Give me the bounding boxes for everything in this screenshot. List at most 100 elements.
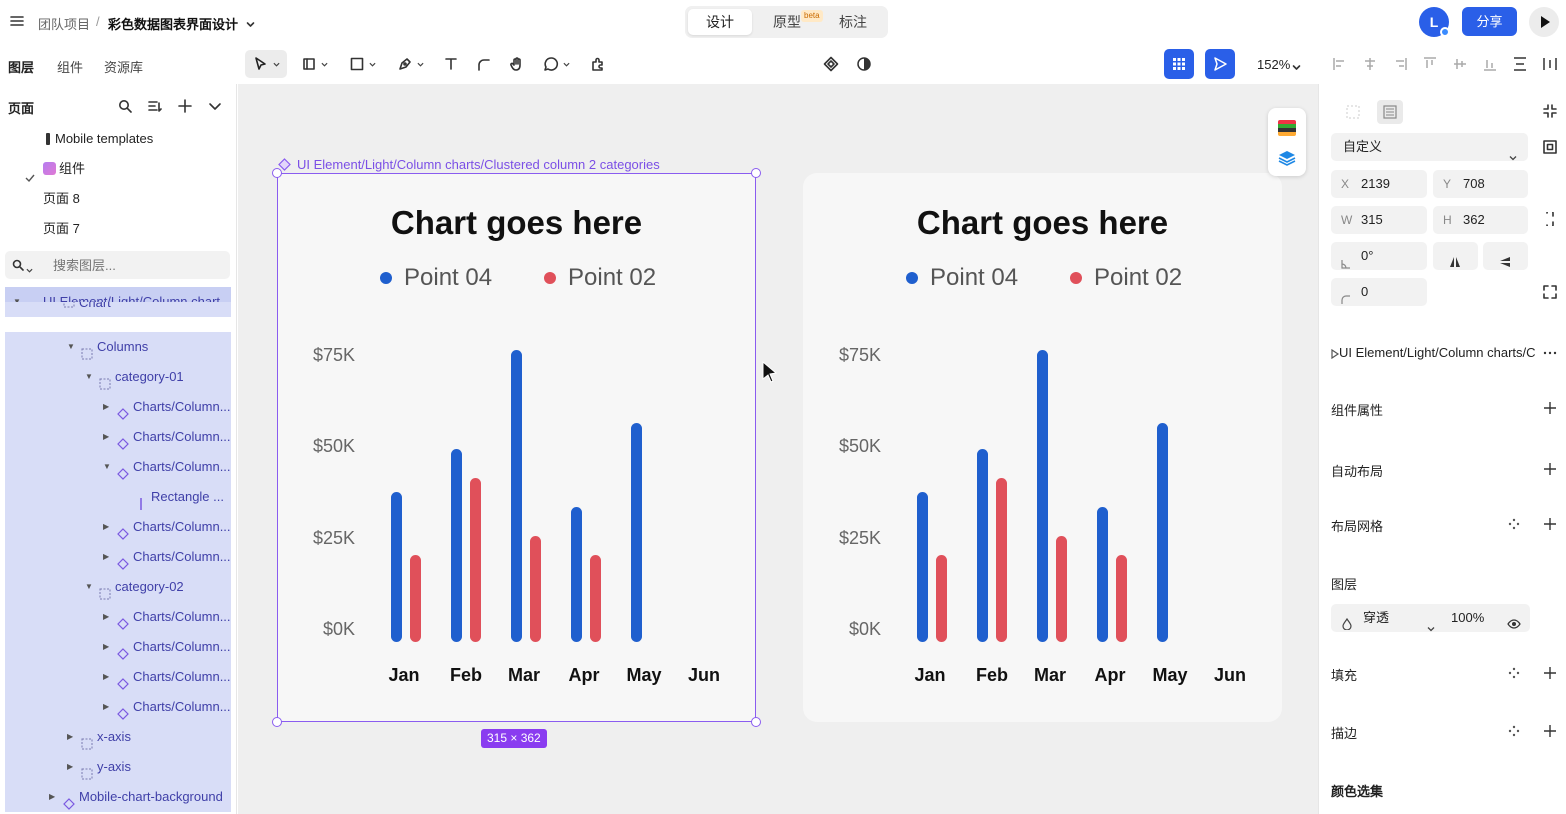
chart-frame-selected[interactable]: Chart goes here Point 04 Point 02 $75K $50K $… (277, 173, 756, 722)
add-stroke-icon[interactable] (1544, 725, 1556, 737)
layer-row[interactable]: ▶ Charts/Column... (5, 542, 231, 572)
layer-row[interactable]: ▶ y-axis (5, 752, 231, 782)
add-fill-icon[interactable] (1544, 667, 1556, 679)
distribute-vertical-icon[interactable] (1512, 56, 1528, 72)
bar-point-02[interactable] (470, 477, 481, 642)
layer-row[interactable]: ▶ x-axis (5, 722, 231, 752)
bar-point-02[interactable] (530, 536, 541, 642)
page-item-mobile-templates[interactable]: Mobile templates (0, 124, 237, 154)
align-right-icon[interactable] (1392, 56, 1408, 72)
align-center-v-icon[interactable] (1452, 56, 1468, 72)
chevron-down-icon[interactable] (246, 17, 255, 27)
align-left-icon[interactable] (1332, 56, 1348, 72)
tab-components[interactable]: 组件 (57, 60, 84, 75)
move-tool-button[interactable] (245, 50, 287, 78)
search-icon[interactable] (118, 99, 132, 113)
bar-point-04[interactable] (511, 350, 522, 642)
expanded-caret-icon[interactable]: ▼ (13, 287, 21, 317)
x-position-field[interactable]: X 2139 (1331, 170, 1427, 198)
flip-vertical-button[interactable] (1483, 242, 1528, 270)
collapsed-caret-icon[interactable]: ▶ (49, 792, 56, 801)
opacity-value[interactable]: 100% (1451, 610, 1485, 625)
bar-point-04[interactable] (1157, 423, 1168, 642)
frame-toggle[interactable] (1377, 100, 1403, 124)
rectangle-tool-button[interactable] (344, 50, 380, 78)
tab-layers[interactable]: 图层 (8, 60, 35, 75)
resize-handle-bottom-right[interactable] (751, 717, 761, 727)
bar-point-04[interactable] (1097, 507, 1108, 642)
collapsed-caret-icon[interactable]: ▶ (103, 672, 110, 681)
layer-search[interactable] (5, 251, 230, 279)
independent-corners-icon[interactable] (1543, 285, 1557, 299)
bar-point-02[interactable] (1116, 554, 1127, 642)
avatar[interactable]: L (1419, 7, 1449, 37)
expanded-caret-icon[interactable]: ▼ (85, 582, 93, 591)
bar-point-02[interactable] (410, 554, 421, 642)
tab-design[interactable]: 设计 (688, 9, 752, 35)
collapsed-caret-icon[interactable]: ▶ (103, 612, 110, 621)
hand-tool-button[interactable] (506, 50, 528, 78)
align-bottom-icon[interactable] (1482, 56, 1498, 72)
component-name[interactable]: UI Element/Light/Column charts/C (1339, 345, 1536, 360)
fixed-size-toggle[interactable] (1343, 102, 1363, 122)
layer-row[interactable]: ▶ Charts/Column... (5, 512, 231, 542)
layer-row[interactable]: ▶ Mobile-chart-background (5, 782, 231, 812)
mask-button[interactable] (853, 50, 875, 78)
chevron-down-icon[interactable] (1292, 60, 1301, 70)
menu-icon[interactable] (10, 14, 24, 28)
add-layout-grid-icon[interactable] (1544, 518, 1556, 530)
selection-label[interactable]: UI Element/Light/Column charts/Clustered… (297, 157, 660, 172)
rotation-field[interactable]: 0° (1331, 242, 1427, 270)
layer-row[interactable]: ▼Chart (5, 302, 231, 317)
bar-point-04[interactable] (571, 507, 582, 642)
collapsed-caret-icon[interactable]: ▶ (103, 432, 110, 441)
bar-point-04[interactable] (917, 492, 928, 642)
layer-row[interactable]: ▼ category-02 (5, 572, 231, 602)
resize-handle-bottom-left[interactable] (272, 717, 282, 727)
layer-row[interactable]: ▶ Charts/Column... (5, 662, 231, 692)
blend-mode-field[interactable]: 穿透 100% (1331, 604, 1530, 632)
add-auto-layout-icon[interactable] (1544, 463, 1556, 475)
collapsed-caret-icon[interactable]: ▶ (67, 762, 74, 771)
styles-icon[interactable] (1508, 518, 1520, 530)
layer-row[interactable]: ▶ Charts/Column... (5, 602, 231, 632)
bar-point-04[interactable] (977, 448, 988, 642)
create-component-button[interactable] (820, 50, 842, 78)
align-center-h-icon[interactable] (1362, 56, 1378, 72)
breadcrumb-team[interactable]: 团队项目 (38, 17, 91, 32)
grid-view-button[interactable] (1164, 49, 1194, 79)
collapsed-caret-icon[interactable]: ▶ (103, 552, 110, 561)
layer-row[interactable]: ▼ Charts/Column... (5, 452, 231, 482)
bar-point-04[interactable] (631, 423, 642, 642)
collapsed-caret-icon[interactable]: ▶ (103, 702, 110, 711)
connector-tool-button[interactable] (473, 50, 495, 78)
collapse-icon[interactable] (1543, 104, 1557, 118)
zoom-level[interactable]: 152% (1257, 57, 1291, 72)
layer-row[interactable]: Rectangle ... (5, 482, 231, 512)
align-top-icon[interactable] (1422, 56, 1438, 72)
plugin-thumbnail-icon[interactable] (1278, 120, 1296, 136)
y-position-field[interactable]: Y 708 (1433, 170, 1528, 198)
dev-mode-button[interactable] (1205, 49, 1235, 79)
play-button[interactable] (1529, 7, 1559, 37)
resize-handle-top-left[interactable] (272, 168, 282, 178)
tab-prototype[interactable]: 原型 (773, 14, 801, 30)
bar-point-02[interactable] (1056, 536, 1067, 642)
page-item-page-7[interactable]: 页面 7 (0, 214, 237, 244)
collapsed-caret-icon[interactable]: ▶ (67, 732, 74, 741)
chart-frame[interactable]: Chart goes here Point 04 Point 02 $75K $50K $… (803, 173, 1282, 722)
expanded-caret-icon[interactable]: ▼ (67, 342, 75, 351)
layers-stack-icon[interactable] (1278, 150, 1296, 166)
expanded-caret-icon[interactable]: ▼ (103, 462, 111, 471)
share-button[interactable]: 分享 (1462, 7, 1517, 36)
distribute-horizontal-icon[interactable] (1542, 56, 1558, 72)
file-name[interactable]: 彩色数据图表界面设计 (108, 17, 239, 32)
constrain-proportions-icon[interactable] (1543, 209, 1557, 229)
frame-tool-button[interactable] (296, 50, 332, 78)
layer-row[interactable]: ▼ category-01 (5, 362, 231, 392)
plugin-tool-button[interactable] (587, 50, 609, 78)
layer-row[interactable]: ▼ Columns (5, 332, 231, 362)
bar-point-02[interactable] (936, 554, 947, 642)
styles-icon[interactable] (1508, 667, 1520, 679)
more-options-icon[interactable] (1543, 346, 1557, 360)
